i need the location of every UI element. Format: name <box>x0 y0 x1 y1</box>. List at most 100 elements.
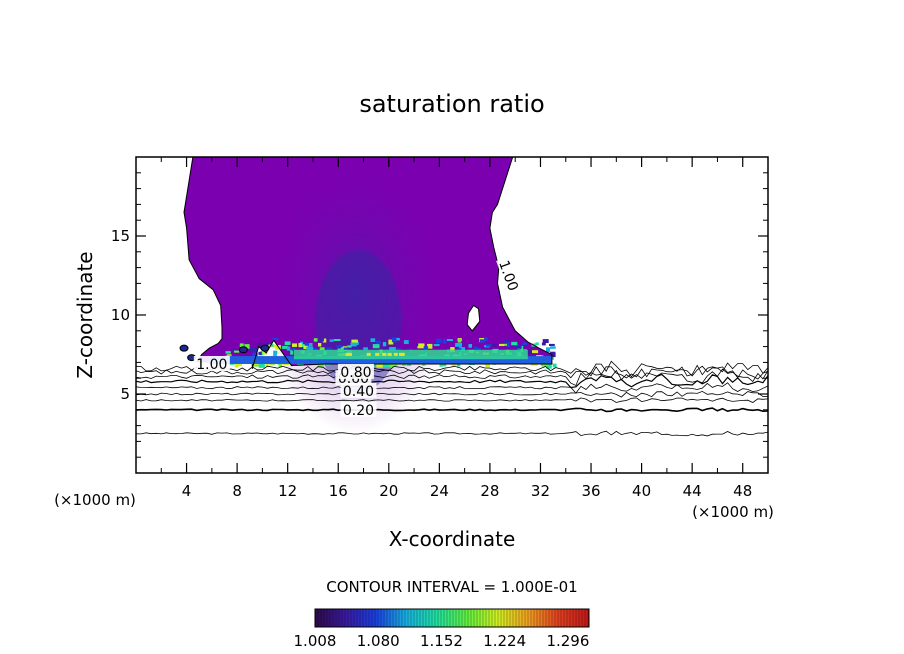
speckle-cell <box>284 341 291 346</box>
x-tick-label: 4 <box>182 482 192 500</box>
speckle-cell <box>319 347 325 351</box>
speckle-cell <box>370 338 376 342</box>
x-tick-label: 44 <box>683 482 702 500</box>
speckle-cell <box>234 350 240 353</box>
speckle-cell <box>258 351 262 355</box>
subsaturated-pocket <box>466 304 481 332</box>
contour-line <box>136 382 768 394</box>
speckle-cell <box>322 338 327 343</box>
speckle-cell <box>458 347 465 352</box>
speckle-cell <box>499 343 505 347</box>
speckle-cell <box>347 345 352 348</box>
speckle-cell <box>278 364 282 368</box>
contour-label: 0.20 <box>343 403 374 419</box>
isolated-cell <box>179 344 189 352</box>
speckle-cell <box>343 347 349 350</box>
speckle-cell <box>257 343 262 348</box>
y-tick-label: 5 <box>120 385 130 403</box>
speckle-cell <box>234 363 239 368</box>
x-tick-label: 36 <box>581 482 600 500</box>
speckle-cell <box>391 337 397 343</box>
colorbar-tick-label: 1.296 <box>546 632 589 650</box>
speckle-cell <box>446 339 453 342</box>
speckle-cell <box>372 344 380 349</box>
peak-cell <box>366 352 371 356</box>
speckle-cell <box>272 337 279 341</box>
x-tick-label: 12 <box>278 482 297 500</box>
plot-area: 0.200.400.600.801.001.00 <box>136 157 768 437</box>
contour-line <box>136 430 768 437</box>
speckle-cell <box>307 343 313 347</box>
contour-label: 1.00 <box>196 357 227 373</box>
speckle-cell <box>313 338 318 342</box>
speckle-cell <box>290 349 294 355</box>
x-unit-label-right: (×1000 m) <box>692 503 774 521</box>
speckle-cell <box>304 342 310 346</box>
x-tick-label: 28 <box>480 482 499 500</box>
speckle-cell <box>525 349 531 354</box>
speckle-cell <box>382 363 390 368</box>
x-tick-label: 40 <box>632 482 651 500</box>
contour-label: 0.80 <box>340 365 371 381</box>
contour-interval-text: CONTOUR INTERVAL = 1.000E-01 <box>326 578 577 596</box>
speckle-cell <box>396 337 400 341</box>
contour-label-bg <box>340 382 377 398</box>
speckle-cell <box>541 342 546 346</box>
speckle-cell <box>298 343 303 348</box>
speckle-cell <box>225 351 231 354</box>
speckle-cell <box>382 342 387 347</box>
speckle-cell <box>433 344 440 347</box>
speckle-cell <box>552 363 557 368</box>
speckle-cell <box>532 350 539 354</box>
speckle-cell <box>236 363 242 367</box>
contour-line <box>136 368 768 387</box>
speckle-cell <box>546 363 552 369</box>
peak-cell <box>382 352 387 356</box>
x-tick-label: 48 <box>733 482 752 500</box>
speckle-cell <box>542 339 549 344</box>
speckle-cell <box>455 342 463 347</box>
peak-cell <box>387 352 392 356</box>
peak-cell <box>345 352 350 356</box>
speckle-cell <box>528 351 534 355</box>
speckle-cell <box>336 345 343 348</box>
speckle-cell <box>549 343 555 346</box>
speckle-cell <box>393 363 398 367</box>
isolated-cell <box>238 346 248 354</box>
speckle-cell <box>239 343 244 348</box>
y-tick-label: 15 <box>111 227 130 245</box>
peak-cell <box>375 352 380 356</box>
contour-label-bg <box>193 355 230 371</box>
y-tick-label: 10 <box>111 306 130 324</box>
speckle-cell <box>546 347 550 353</box>
speckle-cell <box>511 341 518 346</box>
speckle-cell <box>427 343 433 349</box>
speckle-cell <box>550 346 556 349</box>
chart-title: saturation ratio <box>359 90 544 118</box>
base-band-green <box>294 349 528 360</box>
speckle-cell <box>490 344 498 347</box>
peak-cell <box>400 352 405 356</box>
contour-line <box>136 365 768 380</box>
speckle-cell <box>435 338 442 344</box>
speckle-cell <box>406 363 412 366</box>
speckle-cell <box>550 352 556 358</box>
speckle-cell <box>457 339 462 343</box>
x-tick-label: 8 <box>232 482 242 500</box>
speckle-cell <box>252 352 258 358</box>
colorbar-tick-label: 1.152 <box>420 632 463 650</box>
contour-line <box>136 390 768 398</box>
speckle-cell <box>423 346 429 351</box>
y-axis: 5 10 15 <box>111 172 768 458</box>
speckle-cell <box>473 346 478 350</box>
speckle-cell <box>442 339 447 344</box>
speckle-cell <box>457 348 462 351</box>
speckle-cell <box>403 340 409 345</box>
y-axis-label: Z-coordinate <box>73 251 97 378</box>
speckle-cell <box>350 342 358 346</box>
contour-line <box>136 407 768 413</box>
speckle-cell <box>286 346 291 351</box>
speckle-cell <box>265 342 270 345</box>
isolated-cell <box>260 344 270 352</box>
speckle-cell <box>291 347 296 351</box>
